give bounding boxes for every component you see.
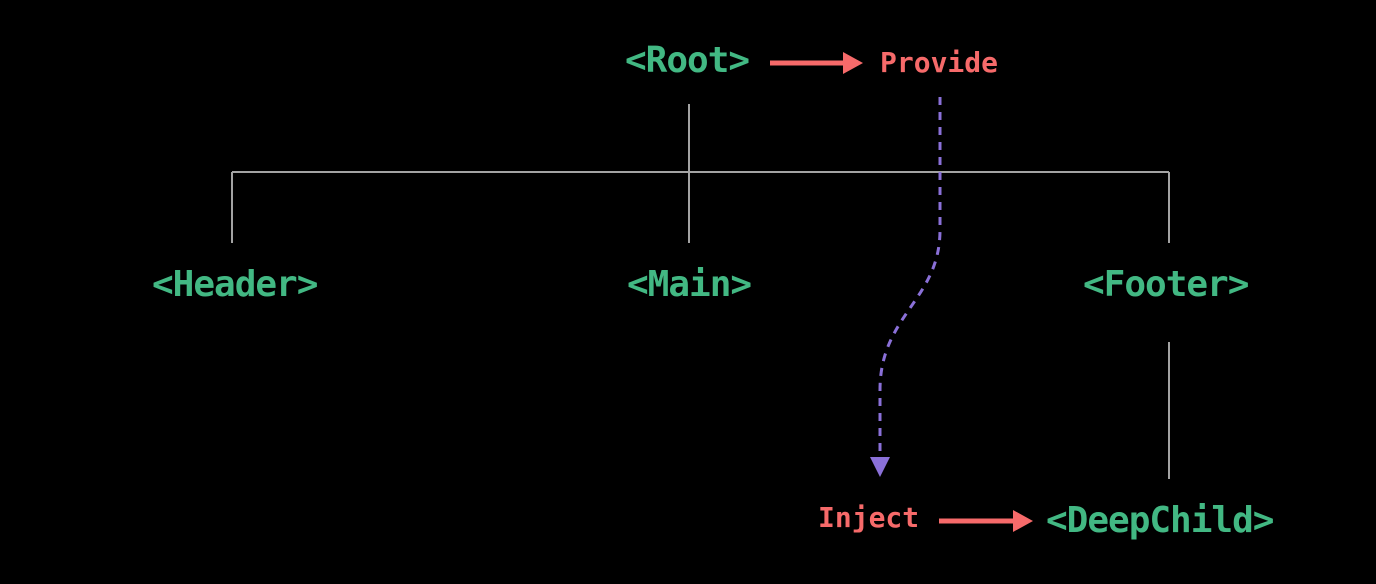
root-provide-arrowhead-icon bbox=[843, 52, 863, 74]
provide-inject-dotted-path bbox=[878, 97, 942, 456]
node-root: <Root> bbox=[625, 40, 750, 81]
node-main: <Main> bbox=[627, 264, 752, 305]
inject-label: Inject bbox=[818, 501, 920, 534]
node-footer: <Footer> bbox=[1083, 264, 1249, 305]
node-deepchild: <DeepChild> bbox=[1046, 500, 1274, 541]
provide-inject-arrowhead-icon bbox=[870, 457, 890, 477]
node-header: <Header> bbox=[152, 264, 318, 305]
inject-deepchild-arrowhead-icon bbox=[1013, 510, 1033, 532]
provide-label: Provide bbox=[880, 46, 999, 79]
